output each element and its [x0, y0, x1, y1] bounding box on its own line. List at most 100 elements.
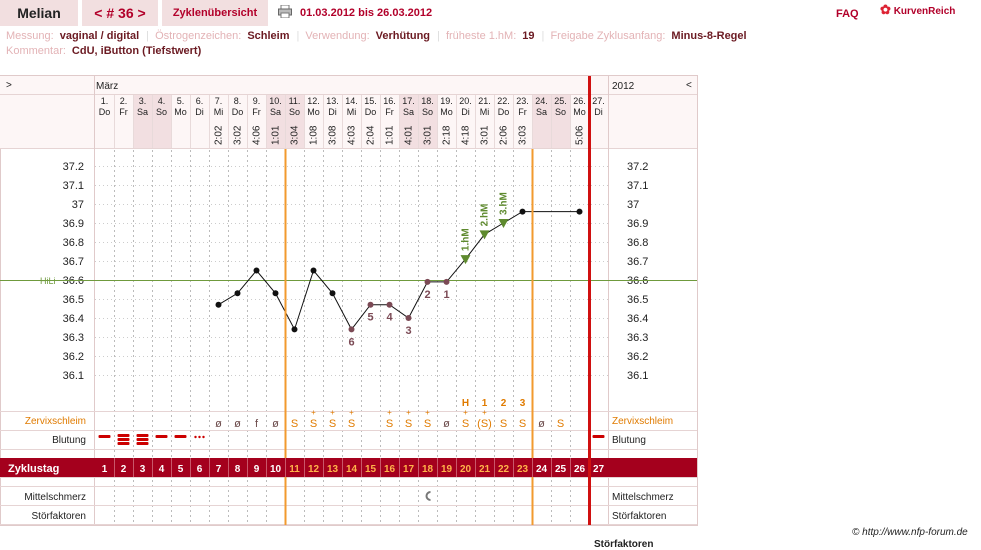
day-weekday: Fr: [252, 107, 261, 117]
faq-link[interactable]: FAQ: [836, 8, 859, 20]
y-tick-label-right: 36.7: [627, 256, 648, 268]
cycle-overview-link[interactable]: Zyklenübersicht: [162, 0, 268, 26]
cervix-label-left: Zervixschleim: [25, 416, 86, 427]
day-date: 24.: [535, 96, 548, 106]
y-tick-label-left: 36.8: [63, 237, 84, 249]
oestrogen-label: Östrogenzeichen:: [155, 30, 242, 42]
day-date: 16.: [383, 96, 396, 106]
y-tick-label-left: 36.1: [63, 370, 84, 382]
cervix-symbol: S: [405, 418, 412, 430]
cycle-day-number: 4: [159, 464, 165, 475]
temperature-line: [218, 211, 580, 331]
day-weekday: Do: [232, 107, 244, 117]
bleeding-medium-bar: [155, 435, 168, 438]
y-tick-label-left: 36.6: [63, 275, 84, 287]
header-band: [0, 76, 697, 148]
cervix-symbol: S: [462, 418, 469, 430]
high-measure-label: 2.hM: [480, 204, 491, 227]
low-measure-number: 4: [386, 312, 393, 324]
bleeding-medium-bar: [98, 435, 111, 438]
hm-value: 19: [522, 30, 535, 42]
temperature-point: [310, 267, 317, 274]
cycle-day-number: 9: [254, 464, 260, 475]
day-date: 12.: [307, 96, 320, 106]
kommentar-label: Kommentar:: [6, 45, 66, 57]
printer-icon[interactable]: [278, 5, 292, 18]
measure-time: 4:01: [404, 125, 415, 145]
y-tick-label-right: 36.5: [627, 294, 648, 306]
y-tick-label-left: 37.2: [63, 161, 84, 173]
nav-right-button[interactable]: <: [686, 80, 692, 91]
high-measure-marker: [498, 219, 509, 228]
logo-text: KurvenReich: [893, 6, 956, 17]
y-tick-label-right: 36.1: [627, 370, 648, 382]
cycle-day-number: 24: [536, 464, 548, 475]
cycle-day-number: 13: [327, 464, 339, 475]
day-weekday: Fr: [119, 107, 128, 117]
day-date: 9.: [253, 96, 261, 106]
temperature-point: [519, 208, 526, 215]
day-date: 21.: [478, 96, 491, 106]
day-weekday: Sa: [536, 107, 547, 117]
freigabe-label: Freigabe Zyklusanfang:: [550, 30, 666, 42]
day-date: 8.: [234, 96, 242, 106]
weekend-shade: [532, 95, 551, 148]
measure-time: 2:04: [366, 125, 377, 145]
y-tick-label-right: 36.6: [627, 275, 648, 287]
day-date: 20.: [459, 96, 472, 106]
cycle-day-number: 25: [555, 464, 567, 475]
high-measure-marker: [460, 255, 471, 265]
day-date: 5.: [177, 96, 185, 106]
day-weekday: Fr: [385, 107, 394, 117]
bleeding-medium-bar: [174, 435, 187, 438]
measure-time: 2:18: [442, 125, 453, 145]
cycle-day-number: 1: [102, 464, 108, 475]
day-date: 1.: [101, 96, 109, 106]
stoerfaktoren-label-right: Störfaktoren: [612, 511, 666, 522]
cervix-symbol: S: [519, 418, 526, 430]
cycle-day-number: 12: [308, 464, 320, 475]
day-date: 19.: [440, 96, 453, 106]
day-weekday: Mo: [307, 107, 320, 117]
bleeding-heavy-bar: [117, 434, 130, 437]
low-measure-point: [367, 301, 374, 308]
low-measure-point: [443, 278, 450, 285]
temperature-point: [234, 290, 241, 297]
cervix-plus: +: [330, 408, 335, 417]
day-weekday: Mo: [174, 107, 187, 117]
temperature-point: [576, 208, 583, 215]
cervix-peak-marker: 2: [501, 398, 507, 409]
y-tick-label-left: 36.4: [63, 313, 84, 325]
y-tick-label-right: 36.8: [627, 237, 648, 249]
low-measure-point: [405, 315, 412, 321]
temperature-point: [253, 267, 260, 274]
cervix-peak-marker: H: [462, 398, 469, 409]
cycle-day-number: 8: [235, 464, 241, 475]
day-weekday: Di: [195, 107, 204, 117]
copyright: © http://www.nfp-forum.de: [852, 527, 968, 538]
day-date: 27.: [592, 96, 605, 106]
measure-time: 1:01: [271, 125, 282, 145]
cycle-day-number: 22: [498, 464, 510, 475]
day-weekday: So: [289, 107, 300, 117]
month-label: März: [96, 81, 118, 92]
kurvenreich-logo[interactable]: ✿ KurvenReich: [880, 2, 955, 20]
cycle-switcher[interactable]: < # 36 >: [82, 0, 158, 26]
nav-left-button[interactable]: >: [6, 80, 12, 91]
bleeding-heavy-bar: [117, 438, 130, 441]
cervix-plus: +: [349, 408, 354, 417]
temperature-point: [272, 290, 279, 297]
top-bar: Melian < # 36 > Zyklenübersicht 01.03.20…: [0, 0, 981, 26]
measure-time: 1:01: [385, 125, 396, 145]
cycle-day-number: 16: [384, 464, 396, 475]
profile-name[interactable]: Melian: [0, 0, 78, 26]
day-date: 25.: [554, 96, 567, 106]
bleeding-spotting-dot: [202, 435, 205, 439]
day-date: 23.: [516, 96, 529, 106]
meta-row-2: Kommentar: CdU, iButton (Tiefstwert): [6, 45, 205, 57]
cervix-plus: +: [311, 408, 316, 417]
day-date: 26.: [573, 96, 586, 106]
day-date: 17.: [402, 96, 415, 106]
measure-time: 4:06: [252, 125, 263, 145]
